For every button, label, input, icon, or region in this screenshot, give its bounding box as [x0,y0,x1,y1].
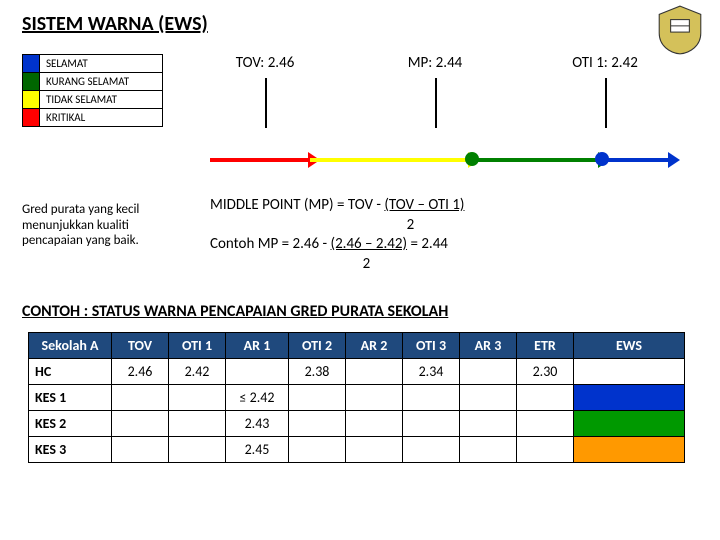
table-cell [460,437,517,463]
table-cell [169,437,226,463]
color-arrow [210,158,310,162]
table-cell: 2.38 [289,359,346,385]
table-cell [574,437,685,463]
legend-swatch [23,55,40,73]
formula-line: Contoh MP = 2.46 - (2.46 – 2.42) = 2.44 [210,235,464,255]
table-row: KES 2 2.43 [29,411,685,437]
formula-line: 2 [210,216,464,236]
table-cell [403,385,460,411]
table-header: AR 1 [226,333,289,359]
table-cell: 2.46 [112,359,169,385]
table-header: OTI 3 [403,333,460,359]
page-title: SISTEM WARNA (EWS) [22,12,698,36]
table-cell [289,385,346,411]
table-header: TOV [112,333,169,359]
table-cell: 2.45 [226,437,289,463]
table-cell [574,385,685,411]
legend-label: KURANG SELAMAT [40,73,163,91]
legend-swatch [23,109,40,127]
tick-mark [605,78,607,128]
legend-swatch [23,73,40,91]
table-row: HC2.462.42 2.38 2.34 2.30 [29,359,685,385]
table-cell: 2.30 [517,359,574,385]
crest-icon [654,4,706,56]
table-cell [517,437,574,463]
formula-line: MIDDLE POINT (MP) = TOV - (TOV – OTI 1) [210,196,464,216]
table-cell [574,359,685,385]
table-cell [112,437,169,463]
legend: SELAMATKURANG SELAMATTIDAK SELAMATKRITIK… [22,54,163,127]
table-header: EWS [574,333,685,359]
range-dot [595,152,609,166]
note-text: Gred purata yang kecil menunjukkan kuali… [22,202,182,249]
table-header: ETR [517,333,574,359]
table-row: KES 3 2.45 [29,437,685,463]
table-header: OTI 2 [289,333,346,359]
table-cell [112,385,169,411]
legend-label: KRITIKAL [40,109,163,127]
table-header: OTI 1 [169,333,226,359]
legend-swatch [23,91,40,109]
table-cell [289,411,346,437]
table-cell [169,411,226,437]
tick-label: TOV: 2.46 [215,54,315,72]
table-cell [403,411,460,437]
row-head: KES 2 [29,411,112,437]
table-cell: 2.43 [226,411,289,437]
table-cell [460,359,517,385]
table-cell [517,411,574,437]
table-cell [346,385,403,411]
table-header: AR 3 [460,333,517,359]
table-header: AR 2 [346,333,403,359]
table-cell [226,359,289,385]
table-cell [346,359,403,385]
table-cell: 2.34 [403,359,460,385]
color-arrow [600,158,670,162]
table-cell [289,437,346,463]
row-head: KES 1 [29,385,112,411]
row-head: KES 3 [29,437,112,463]
tick-label: MP: 2.44 [385,54,485,72]
table-cell [460,411,517,437]
status-table: Sekolah ATOVOTI 1AR 1OTI 2AR 2OTI 3AR 3E… [28,332,685,463]
legend-label: TIDAK SELAMAT [40,91,163,109]
color-arrow [310,158,470,162]
table-header: Sekolah A [29,333,112,359]
formula-line: 2 [210,255,464,275]
formula-block: MIDDLE POINT (MP) = TOV - (TOV – OTI 1) … [210,196,464,274]
table-cell [169,385,226,411]
table-cell: 2.42 [169,359,226,385]
section-heading: CONTOH : STATUS WARNA PENCAPAIAN GRED PU… [22,302,448,321]
tick-label: OTI 1: 2.42 [555,54,655,72]
range-dot [465,152,479,166]
legend-label: SELAMAT [40,55,163,73]
table-cell [517,385,574,411]
row-head: HC [29,359,112,385]
color-diagram: TOV: 2.46 MP: 2.44 OTI 1: 2.42 [210,50,680,200]
table-cell [112,411,169,437]
tick-mark [435,78,437,128]
table-cell: ≤ 2.42 [226,385,289,411]
table-cell [574,411,685,437]
table-cell [346,437,403,463]
tick-mark [265,78,267,128]
table-row: KES 1 ≤ 2.42 [29,385,685,411]
table-cell [346,411,403,437]
table-cell [460,385,517,411]
color-arrow [470,158,600,162]
table-cell [403,437,460,463]
